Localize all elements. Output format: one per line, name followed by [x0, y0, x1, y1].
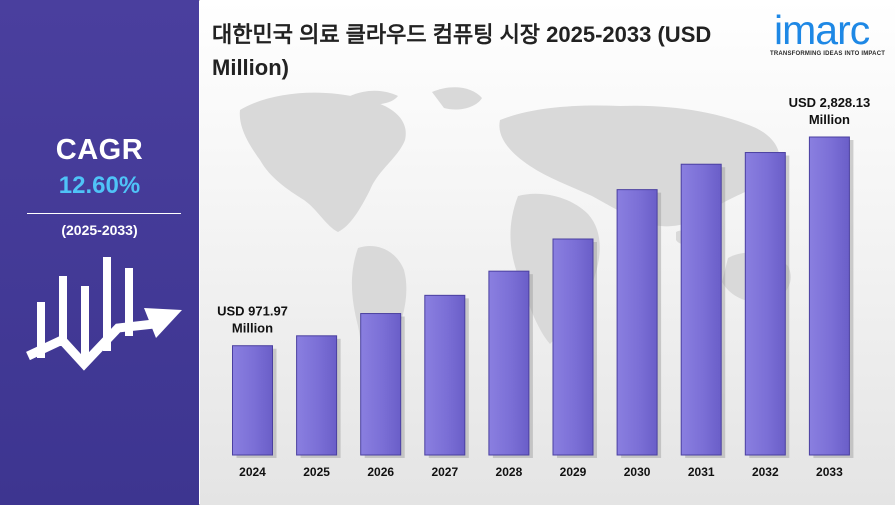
data-label-2024: USD 971.97	[217, 304, 288, 319]
bar-2031	[680, 163, 722, 456]
cagr-label: CAGR	[55, 134, 144, 166]
chart-title: 대한민국 의료 클라우드 컴퓨팅 시장 2025-2033 (USD Milli…	[212, 22, 712, 80]
x-tick-label-2030: 2030	[624, 465, 651, 479]
divider	[27, 213, 181, 214]
brand-logo: imarc TRANSFORMING IDEAS INTO IMPACT	[770, 8, 890, 57]
x-tick-label-2031: 2031	[688, 465, 715, 479]
cagr-value: 12.60%	[58, 172, 141, 199]
x-tick-label-2025: 2025	[303, 465, 330, 479]
bar-2027	[424, 294, 466, 456]
brand-tagline: TRANSFORMING IDEAS INTO IMPACT	[770, 51, 886, 57]
bar-2025	[296, 335, 338, 456]
x-tick-label-2024: 2024	[239, 465, 266, 479]
bar-2032	[744, 152, 786, 456]
x-tick-label-2026: 2026	[367, 465, 394, 479]
brand-logo-text: imarc	[774, 7, 870, 53]
data-label-2033: USD 2,828.13	[789, 95, 871, 110]
data-label-unit-2024: Million	[232, 321, 273, 336]
bar-2026	[360, 313, 402, 456]
bar-2024	[232, 345, 273, 456]
bar-2029	[552, 238, 594, 456]
growth-chart-arrow-icon	[26, 257, 182, 371]
x-tick-label-2029: 2029	[560, 465, 587, 479]
cagr-period: (2025-2033)	[61, 222, 138, 238]
bar-2033	[808, 136, 850, 456]
x-tick-label-2027: 2027	[431, 465, 458, 479]
x-tick-label-2028: 2028	[496, 465, 523, 479]
x-tick-label-2033: 2033	[816, 465, 843, 479]
x-tick-label-2032: 2032	[752, 465, 779, 479]
cagr-panel: CAGR 12.60% (2025-2033)	[0, 0, 199, 505]
bar-2028	[488, 270, 530, 456]
data-label-unit-2033: Million	[809, 112, 850, 127]
bar-2030	[616, 189, 658, 456]
